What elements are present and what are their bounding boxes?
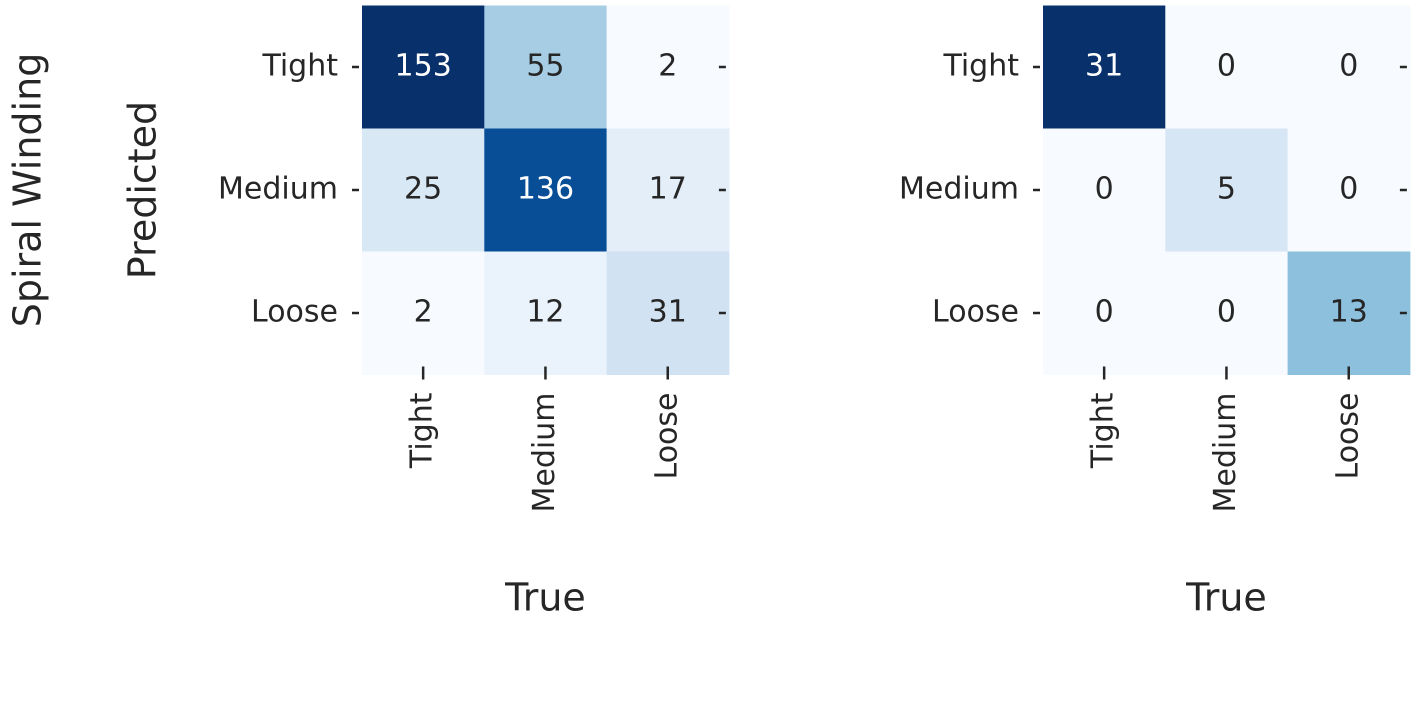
heatmap-cell [1043, 5, 1166, 129]
cell-label: 136 [517, 172, 574, 207]
y-tick-label: Medium [899, 172, 1019, 207]
x-tick-label: Loose [1330, 393, 1365, 480]
heatmap-cell [362, 128, 485, 252]
cell-label: 2 [414, 295, 433, 330]
y-tick-label: Medium [218, 172, 338, 207]
cell-label: 5 [1217, 172, 1236, 207]
heatmap-cell [484, 128, 608, 252]
heatmap-cell [606, 128, 730, 252]
heatmap-cell [362, 5, 485, 129]
y-tick-label: Tight [261, 49, 338, 84]
row-title: Spiral Winding [6, 53, 50, 328]
cell-label: 17 [649, 172, 687, 207]
cell-label: 13 [1330, 295, 1368, 330]
x-axis-label: True [1185, 576, 1267, 620]
cell-label: 2 [658, 49, 677, 84]
heatmap-cell [484, 251, 608, 375]
cell-label: 0 [1339, 172, 1358, 207]
cell-label: 0 [1217, 295, 1236, 330]
cell-label: 0 [1095, 295, 1114, 330]
cell-label: 31 [649, 295, 687, 330]
cell-label: 0 [1339, 49, 1358, 84]
heatmap-cell [1287, 251, 1411, 375]
y-tick-label: Tight [942, 49, 1019, 84]
y-tick-label: Loose [932, 295, 1019, 330]
heatmap-cell [1165, 5, 1289, 129]
heatmap-cell [362, 251, 485, 375]
heatmap-cell [1043, 128, 1166, 252]
y-axis-label: Predicted [121, 101, 165, 279]
heatmap-cell [606, 251, 730, 375]
cell-label: 25 [404, 172, 442, 207]
cell-label: 55 [526, 49, 564, 84]
heatmap-cell [1165, 251, 1289, 375]
cell-label: 0 [1095, 172, 1114, 207]
cell-label: 0 [1217, 49, 1236, 84]
x-tick-label: Medium [1208, 393, 1243, 513]
heatmap-cell [1287, 5, 1411, 129]
x-tick-label: Loose [649, 393, 684, 480]
x-tick-label: Medium [527, 393, 562, 513]
x-axis-label: True [504, 576, 586, 620]
heatmap-cell [484, 5, 608, 129]
heatmap-cell [1165, 128, 1289, 252]
heatmap-cell [1043, 251, 1166, 375]
y-tick-label: Loose [251, 295, 338, 330]
cell-label: 153 [395, 49, 452, 84]
cell-label: 12 [526, 295, 564, 330]
heatmap-cell [1287, 128, 1411, 252]
x-tick-label: Tight [405, 392, 440, 469]
cell-label: 31 [1085, 49, 1123, 84]
heatmap-cell [606, 5, 730, 129]
x-tick-label: Tight [1086, 392, 1121, 469]
